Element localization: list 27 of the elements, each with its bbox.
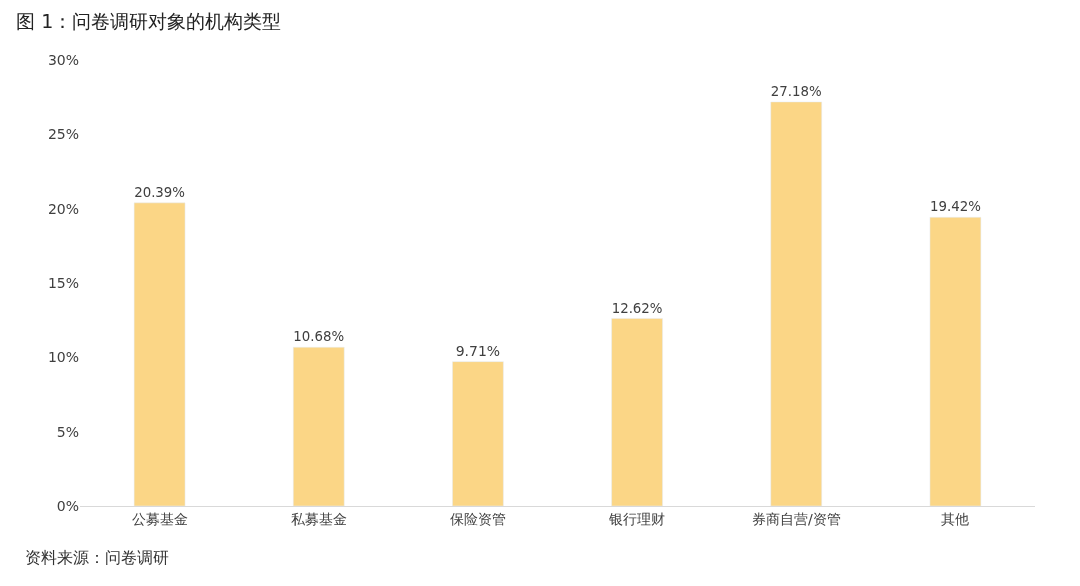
x-tick-label: 公募基金 — [131, 510, 188, 527]
data-label: 20.39% — [134, 185, 186, 201]
bar — [133, 202, 186, 506]
bar — [293, 346, 345, 506]
data-label: 10.68% — [293, 329, 345, 345]
y-tick-label: 15% — [47, 274, 79, 291]
data-label: 12.62% — [611, 300, 663, 316]
y-tick-label: 20% — [47, 200, 79, 217]
data-label: 9.71% — [455, 342, 501, 359]
bar — [611, 318, 663, 506]
y-tick-label: 10% — [47, 349, 79, 366]
chart-title: 图 1：问卷调研对象的机构类型 — [16, 9, 282, 32]
x-tick-label: 其他 — [941, 510, 970, 527]
x-tick-label: 保险资管 — [449, 510, 506, 527]
x-tick-label: 私募基金 — [290, 510, 347, 527]
x-tick-label: 银行理财 — [608, 510, 666, 527]
bar — [770, 101, 822, 506]
y-tick-label: 0% — [56, 497, 79, 514]
y-tick-label: 5% — [56, 423, 79, 440]
x-tick-label: 券商自营/资管 — [751, 510, 841, 527]
bar — [452, 361, 504, 506]
text: 资料来源：问卷调研 — [25, 548, 169, 567]
bar — [929, 217, 982, 506]
y-tick-label: 30% — [47, 51, 79, 68]
data-label: 19.42% — [929, 199, 981, 215]
y-tick-label: 25% — [47, 126, 79, 143]
data-label: 27.18% — [770, 84, 822, 100]
